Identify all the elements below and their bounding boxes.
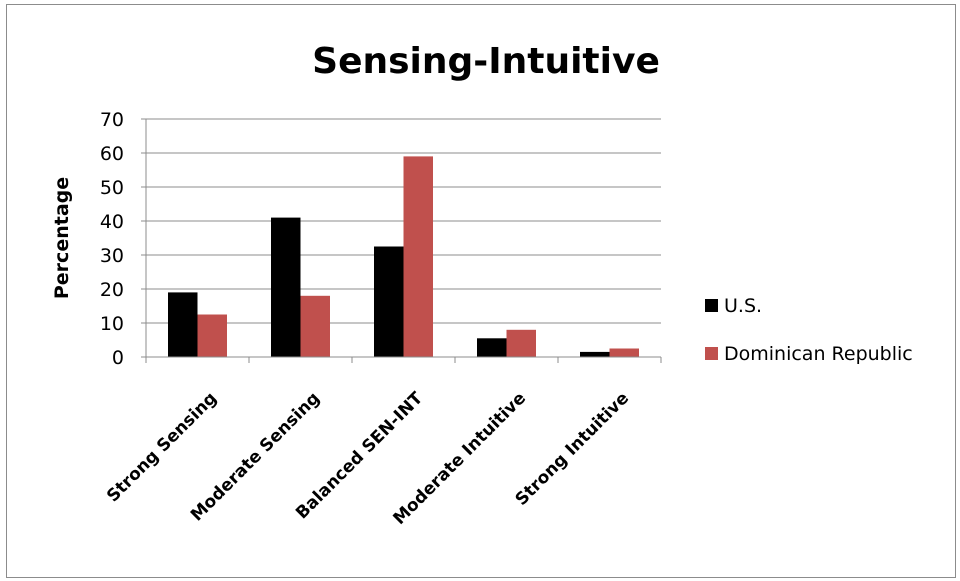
x-category-label: Strong Intuitive <box>512 388 633 509</box>
y-tick-label: 10 <box>100 313 124 335</box>
legend-label: Dominican Republic <box>724 343 913 365</box>
bar-dominican-republic <box>506 329 536 357</box>
bar-dominican-republic <box>197 314 227 357</box>
y-tick-label: 40 <box>100 211 124 233</box>
y-tick-label: 0 <box>112 347 124 369</box>
bar-us <box>271 217 301 357</box>
legend-swatch <box>705 347 718 360</box>
chart-title: Sensing-Intuitive <box>312 41 660 82</box>
legend: U.S. Dominican Republic <box>705 295 913 365</box>
bar-us <box>477 338 507 357</box>
bar-dominican-republic <box>403 156 433 357</box>
y-tick-label: 50 <box>100 177 124 199</box>
y-tick-label: 60 <box>100 143 124 165</box>
bar-us <box>374 246 404 357</box>
y-axis-label: Percentage <box>51 177 73 299</box>
bar-dominican-republic <box>300 295 330 357</box>
y-tick-labels: 0 10 20 30 40 50 60 70 <box>100 109 124 369</box>
y-tick-label: 30 <box>100 245 124 267</box>
bar-dominican-republic <box>609 348 639 357</box>
y-tick-label: 20 <box>100 279 124 301</box>
x-tick-marks <box>145 357 662 363</box>
bar-us <box>168 292 198 357</box>
chart-frame <box>6 4 956 578</box>
legend-swatch <box>705 299 718 312</box>
bar-us <box>580 351 610 357</box>
y-tick-label: 70 <box>100 109 124 131</box>
legend-label: U.S. <box>724 295 762 317</box>
bars <box>168 156 639 357</box>
x-category-label: Strong Sensing <box>103 388 221 506</box>
